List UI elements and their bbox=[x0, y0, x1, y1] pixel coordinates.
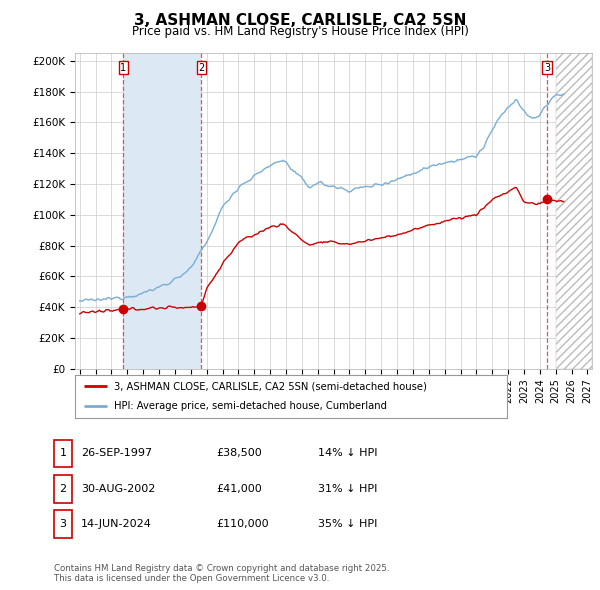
Text: 26-SEP-1997: 26-SEP-1997 bbox=[81, 448, 152, 458]
Text: HPI: Average price, semi-detached house, Cumberland: HPI: Average price, semi-detached house,… bbox=[114, 401, 387, 411]
Text: 2: 2 bbox=[198, 63, 205, 73]
Text: 14-JUN-2024: 14-JUN-2024 bbox=[81, 519, 152, 529]
Text: 3, ASHMAN CLOSE, CARLISLE, CA2 5SN (semi-detached house): 3, ASHMAN CLOSE, CARLISLE, CA2 5SN (semi… bbox=[114, 381, 427, 391]
Text: 1: 1 bbox=[120, 63, 126, 73]
Text: 2: 2 bbox=[59, 484, 67, 494]
Text: Contains HM Land Registry data © Crown copyright and database right 2025.
This d: Contains HM Land Registry data © Crown c… bbox=[54, 563, 389, 583]
Text: £41,000: £41,000 bbox=[216, 484, 262, 494]
Text: £110,000: £110,000 bbox=[216, 519, 269, 529]
Bar bbox=[123, 53, 201, 369]
Text: 3: 3 bbox=[544, 63, 550, 73]
Text: 14% ↓ HPI: 14% ↓ HPI bbox=[318, 448, 377, 458]
Text: £38,500: £38,500 bbox=[216, 448, 262, 458]
Text: 3: 3 bbox=[59, 519, 67, 529]
Text: 3, ASHMAN CLOSE, CARLISLE, CA2 5SN: 3, ASHMAN CLOSE, CARLISLE, CA2 5SN bbox=[134, 13, 466, 28]
Text: 1: 1 bbox=[59, 448, 67, 458]
Text: 35% ↓ HPI: 35% ↓ HPI bbox=[318, 519, 377, 529]
Text: 30-AUG-2002: 30-AUG-2002 bbox=[81, 484, 155, 494]
Text: Price paid vs. HM Land Registry's House Price Index (HPI): Price paid vs. HM Land Registry's House … bbox=[131, 25, 469, 38]
Text: 31% ↓ HPI: 31% ↓ HPI bbox=[318, 484, 377, 494]
